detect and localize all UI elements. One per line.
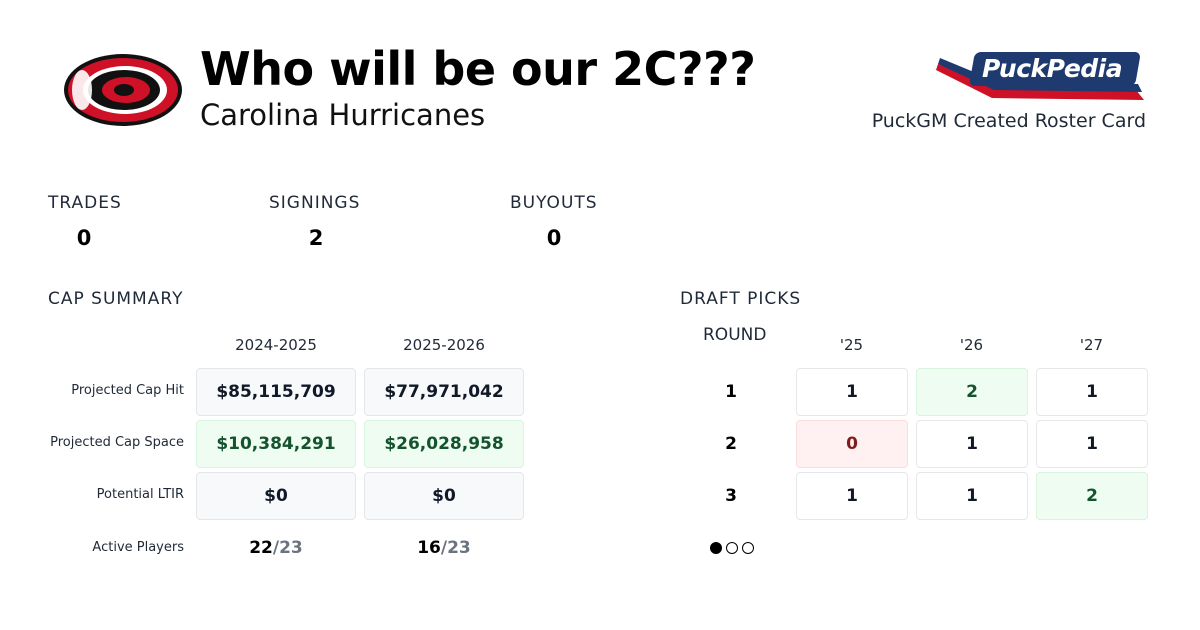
- pick-cell: 1: [1036, 420, 1148, 468]
- pick-cell: 1: [1036, 368, 1148, 416]
- round-label: 3: [725, 486, 737, 506]
- page-dot[interactable]: [742, 542, 754, 554]
- page-title: Who will be our 2C???: [200, 42, 756, 96]
- roster-card-label: PuckGM Created Roster Card: [871, 110, 1146, 132]
- pick-cell: 1: [916, 472, 1028, 520]
- cap-hit-cell: $85,115,709: [196, 368, 356, 416]
- cap-space-cell: $26,028,958: [364, 420, 524, 468]
- signings-value: 2: [308, 226, 324, 250]
- year-header: '27: [1079, 336, 1104, 354]
- year-header: '25: [839, 336, 864, 354]
- row-label: Projected Cap Space: [50, 435, 184, 450]
- season-header: 2024-2025: [235, 336, 317, 354]
- row-label: Potential LTIR: [96, 487, 184, 502]
- pick-cell: 2: [916, 368, 1028, 416]
- season-header: 2025-2026: [403, 336, 485, 354]
- ltir-cell: $0: [196, 472, 356, 520]
- pick-cell: 1: [796, 368, 908, 416]
- page-dot[interactable]: [726, 542, 738, 554]
- trades-value: 0: [76, 226, 92, 250]
- draft-picks-title: DRAFT PICKS: [680, 289, 802, 309]
- ltir-cell: $0: [364, 472, 524, 520]
- active-players-value: 22/23: [249, 538, 303, 558]
- pick-cell: 1: [796, 472, 908, 520]
- round-header: ROUND: [703, 325, 767, 345]
- round-label: 1: [725, 382, 737, 402]
- round-label: 2: [725, 434, 737, 454]
- trades-label: TRADES: [48, 193, 122, 213]
- team-logo: [64, 54, 182, 126]
- pick-cell: 2: [1036, 472, 1148, 520]
- active-players-value: 16/23: [417, 538, 471, 558]
- cap-space-cell: $10,384,291: [196, 420, 356, 468]
- row-label: Projected Cap Hit: [71, 383, 184, 398]
- puckpedia-logo: PuckPedia: [936, 46, 1150, 104]
- team-name: Carolina Hurricanes: [200, 98, 486, 132]
- pick-cell: 1: [916, 420, 1028, 468]
- page-dot-active[interactable]: [710, 542, 722, 554]
- year-header: '26: [959, 336, 984, 354]
- cap-hit-cell: $77,971,042: [364, 368, 524, 416]
- row-label: Active Players: [92, 540, 184, 555]
- pick-cell: 0: [796, 420, 908, 468]
- buyouts-value: 0: [546, 226, 562, 250]
- cap-summary-title: CAP SUMMARY: [48, 289, 184, 309]
- signings-label: SIGNINGS: [269, 193, 361, 213]
- buyouts-label: BUYOUTS: [510, 193, 598, 213]
